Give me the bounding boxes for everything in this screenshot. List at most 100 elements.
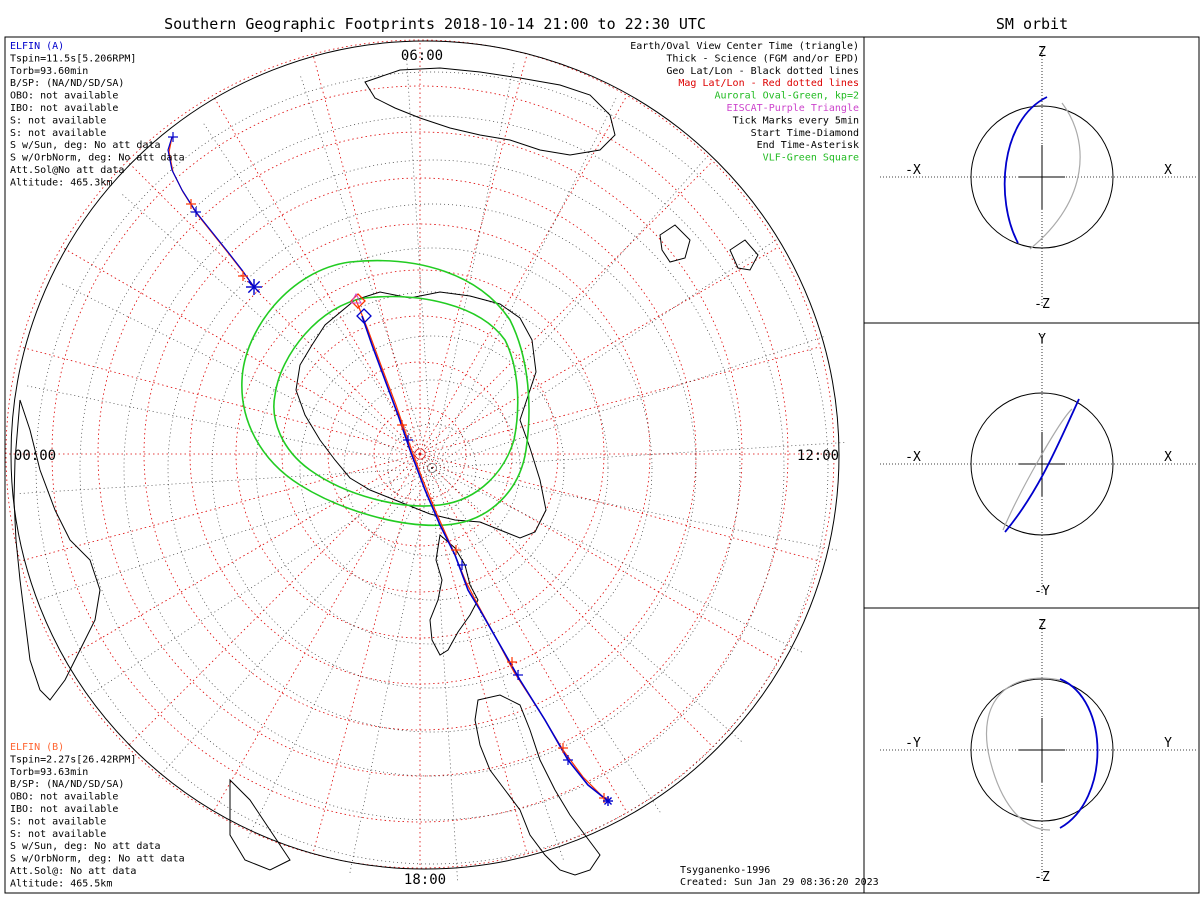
elfin-a-track-lower <box>361 315 609 802</box>
earth-circle <box>970 678 1114 822</box>
mag-lon-line <box>419 453 779 662</box>
geo-lon-line <box>349 467 433 874</box>
polar-map <box>5 39 846 882</box>
legend-entry: Mag Lat/Lon - Red dotted lines <box>678 78 859 89</box>
elfin-a-line: S w/Sun, deg: No att data <box>10 140 161 151</box>
credit-line: Created: Sun Jan 29 08:36:20 2023 <box>680 877 879 888</box>
earth-circle <box>970 392 1114 536</box>
geo-lat-circle <box>167 203 697 733</box>
sm-axis-label-top: Z <box>1038 45 1046 60</box>
mag-lon-line <box>419 453 820 562</box>
elfin-b-line: Att.Sol@: No att data <box>10 866 136 877</box>
elfin-b-name: ELFIN (B) <box>10 742 64 753</box>
coastline <box>659 224 691 263</box>
geo-lon-line <box>157 467 433 779</box>
mag-lat-circle <box>281 315 559 593</box>
elfin-b-line: Tspin=2.27s[26.42RPM] <box>10 754 136 765</box>
elfin-a-line: Torb=93.60min <box>10 66 88 77</box>
geo-lon-line <box>431 157 707 469</box>
mag-lat-circle <box>51 85 789 823</box>
orbit-elfin-b <box>985 677 1061 831</box>
orbit-elfin-a <box>1004 398 1080 533</box>
mag-lon-line <box>312 453 421 854</box>
mag-lon-line <box>419 54 528 455</box>
coastline <box>729 239 759 271</box>
geo-lon-line <box>406 54 433 469</box>
elfin-a-line: S: not available <box>10 128 106 139</box>
mag-lon-line <box>212 95 421 455</box>
elfin-b-line: S: not available <box>10 829 106 840</box>
geo-lon-line <box>300 75 433 469</box>
mag-grid <box>5 39 835 869</box>
legend-entry: Auroral Oval-Green, kp=2 <box>715 91 860 102</box>
elfin-b-line: B/SP: (NA/ND/SD/SA) <box>10 779 124 790</box>
geo-lon-line <box>431 467 564 861</box>
geo-grid <box>10 40 846 882</box>
hour-label-left: 00:00 <box>14 448 56 464</box>
sm-orbit-title: SM orbit <box>996 15 1068 33</box>
mag-lat-circle <box>235 269 605 639</box>
elfin-a-end-asterisk <box>247 280 261 294</box>
geo-lon-line <box>431 467 458 882</box>
mag-lon-line <box>419 453 628 813</box>
mag-lon-line <box>312 54 421 455</box>
orbit-elfin-b <box>1002 408 1073 531</box>
mag-lon-line <box>126 453 421 748</box>
coastline <box>364 67 616 156</box>
elfin-a-line: Tspin=11.5s[5.206RPM] <box>10 53 136 64</box>
elfin-a-name: ELFIN (A) <box>10 41 64 52</box>
geo-lon-line <box>247 467 433 839</box>
sm-panel: Z -Z -X X <box>880 45 1198 312</box>
legend-entry: Tick Marks every 5min <box>733 115 859 126</box>
elfin-a-line: Altitude: 465.3km <box>10 177 112 188</box>
elfin-b-line: Torb=93.63min <box>10 767 88 778</box>
mag-lat-circle <box>97 131 743 777</box>
sm-axis-label-bottom: -Z <box>1034 870 1050 885</box>
elfin-b-line: S w/Sun, deg: No att data <box>10 841 161 852</box>
elfin-a-info: ELFIN (A) Tspin=11.5s[5.206RPM] Torb=93.6… <box>10 41 185 188</box>
elfin-b-track-lower <box>355 299 605 799</box>
horizon-circle <box>10 40 840 870</box>
geo-lon-line <box>61 283 433 469</box>
elfin-a-line: IBO: not available <box>10 103 118 114</box>
legend-entry: Thick - Science (FGM and/or EPD) <box>666 53 859 64</box>
geo-lon-line <box>431 97 617 469</box>
sm-axis-label-right: X <box>1164 163 1172 178</box>
sm-axis-label-bottom: -Z <box>1034 297 1050 312</box>
geo-lat-circle <box>123 159 741 777</box>
elfin-b-line: S: not available <box>10 816 106 827</box>
sm-frame <box>863 36 1200 894</box>
coastline <box>13 399 101 701</box>
geo-lon-line <box>202 122 433 469</box>
geo-lon-line <box>431 238 778 469</box>
mag-lon-line <box>61 246 421 455</box>
elfin-b-info: ELFIN (B) Tspin=2.27s[26.42RPM] Torb=93.6… <box>10 742 185 889</box>
geo-lon-line <box>39 467 433 600</box>
sm-panel: Z -Z -Y Y <box>880 618 1198 885</box>
orbit-elfin-a <box>1003 96 1048 244</box>
elfin-b-line: Altitude: 465.5km <box>10 878 112 889</box>
sm-axis-label-left: -X <box>905 450 921 465</box>
coastline <box>229 778 291 871</box>
geo-lon-line <box>431 467 803 653</box>
legend-entry: EISCAT-Purple Triangle <box>727 103 859 114</box>
geo-lat-circle <box>387 423 477 513</box>
hour-label-right: 12:00 <box>797 448 839 464</box>
sm-axis-label-top: Z <box>1038 618 1046 633</box>
elfin-b-line: S w/OrbNorm, deg: No att data <box>10 854 185 865</box>
coastline <box>295 291 547 539</box>
main-title: Southern Geographic Footprints 2018-10-1… <box>164 15 706 33</box>
sm-axis-label-top: Y <box>1038 332 1046 347</box>
mag-lat-circle <box>5 39 835 869</box>
geo-lat-circle <box>255 291 609 645</box>
orbit-elfin-b <box>1029 102 1081 250</box>
mag-lat-circle <box>327 361 513 547</box>
sm-axis-label-bottom: -Y <box>1034 584 1050 599</box>
geo-lon-line <box>431 467 662 814</box>
geo-lon-line <box>431 336 825 469</box>
sm-orbit-panels: Z -Z -X X Y -Y -X X Z -Z -Y Y <box>880 45 1198 885</box>
elfin-a-line: S w/OrbNorm, deg: No att data <box>10 153 185 164</box>
mag-lon-line <box>212 453 421 813</box>
